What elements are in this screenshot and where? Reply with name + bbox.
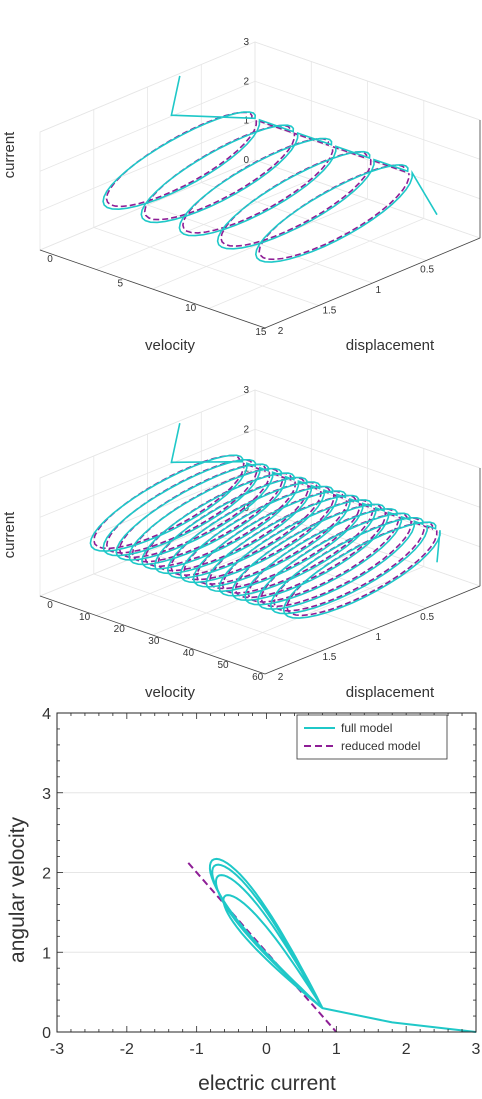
trajectories — [102, 75, 438, 263]
y-tick-label: 10 — [79, 612, 91, 623]
x-tick-label: 0.5 — [420, 612, 434, 623]
legend-box — [296, 714, 448, 760]
floor-grid — [93, 227, 319, 306]
reduced-model-trajectory — [105, 111, 410, 261]
full-model-trajectory — [89, 423, 441, 619]
x-tick-label: 1 — [375, 285, 381, 296]
y-tick-label: 0 — [47, 600, 53, 611]
x-tick-label: 2 — [402, 1041, 411, 1058]
floor-grid — [208, 566, 424, 655]
full-model-trajectory — [102, 75, 438, 263]
wall-grid — [39, 468, 481, 558]
z-tick-label: 3 — [243, 385, 249, 396]
y-tick-label: 10 — [185, 303, 197, 314]
x-tick-label: 1 — [375, 632, 381, 643]
z-tick-label: 2 — [243, 76, 249, 87]
x-tick-label: 0.5 — [420, 264, 434, 275]
wall-grid — [39, 80, 481, 172]
x-tick-label: -2 — [120, 1041, 134, 1058]
y-tick-label: 4 — [42, 706, 51, 723]
chart-2d-bottom: 0 1 2 3 4 -3 -2 -1 0 1 2 3 electric current angular… — [6, 706, 481, 1095]
grid-lines — [57, 712, 476, 1033]
reduced-model-trajectory — [93, 454, 438, 617]
y-tick-label: 0 — [47, 254, 53, 265]
x-axis-label: velocity — [145, 337, 196, 354]
z-axis-label: current — [1, 131, 18, 179]
x-tick-label: 2 — [278, 672, 284, 683]
x-tick-label: -3 — [50, 1041, 64, 1058]
z-tick-label: 2 — [243, 424, 249, 435]
grid-lines — [38, 41, 482, 329]
y-axis-label: displacement — [346, 337, 435, 354]
legend-label-full-model: full model — [341, 721, 392, 735]
z-tick-label: 0 — [243, 155, 249, 166]
x-axis-line — [264, 585, 481, 675]
y-tick-label: 2 — [42, 866, 51, 883]
legend: full model reduced model — [296, 714, 448, 760]
legend-label-reduced-model: reduced model — [341, 739, 420, 753]
y-tick-label: 30 — [148, 636, 160, 647]
wall-grid — [39, 120, 481, 212]
y-tick-label: 0 — [42, 1025, 51, 1042]
y-tick-label: 5 — [118, 278, 124, 289]
x-tick-label: 1.5 — [322, 652, 336, 663]
tick-labels: 0 1 2 3 4 -3 -2 -1 0 1 2 3 — [42, 706, 480, 1058]
x-tick-label: 1.5 — [322, 305, 336, 316]
y-tick-label: 15 — [255, 327, 267, 338]
x-axis-label: velocity — [145, 684, 196, 701]
y-tick-label: 3 — [42, 786, 51, 803]
tick-labels: 0.5 1 1.5 2 0 5 10 15 0 1 2 3 — [47, 37, 434, 338]
floor-grid — [208, 218, 424, 309]
y-tick-label: 40 — [183, 648, 195, 659]
trajectories — [89, 423, 441, 619]
wall-grid — [39, 389, 481, 479]
x-tick-label: 2 — [278, 326, 284, 337]
z-tick-label: 3 — [243, 37, 249, 48]
grid-lines — [38, 389, 482, 675]
series-lines — [187, 857, 477, 1033]
z-axis-label: current — [1, 511, 18, 559]
y-tick-label: 20 — [114, 624, 126, 635]
y-axis-line — [39, 595, 266, 675]
full-model-line — [208, 857, 477, 1033]
y-tick-label: 60 — [252, 672, 264, 683]
x-tick-label: 1 — [332, 1041, 341, 1058]
wall-grid — [39, 41, 481, 133]
y-tick-label: 1 — [42, 945, 51, 962]
y-tick-label: 50 — [218, 660, 230, 671]
plot-frame — [56, 712, 477, 1033]
x-tick-label: 3 — [472, 1041, 481, 1058]
z-tick-label: 1 — [243, 116, 249, 127]
x-axis-label: electric current — [198, 1072, 336, 1095]
y-axis-line — [39, 249, 266, 329]
axes-box — [56, 712, 477, 1033]
x-axis-line — [264, 237, 481, 329]
floor-grid — [93, 573, 319, 653]
x-tick-label: 0 — [262, 1041, 271, 1058]
x-tick-label: -1 — [190, 1041, 204, 1058]
wall-grid — [39, 428, 481, 518]
y-axis-label: angular velocity — [6, 817, 29, 963]
chart-3d-top: 0.5 1 1.5 2 0 5 10 15 0 1 2 3 velocity displacement… — [1, 37, 482, 354]
y-axis-label: displacement — [346, 684, 435, 701]
